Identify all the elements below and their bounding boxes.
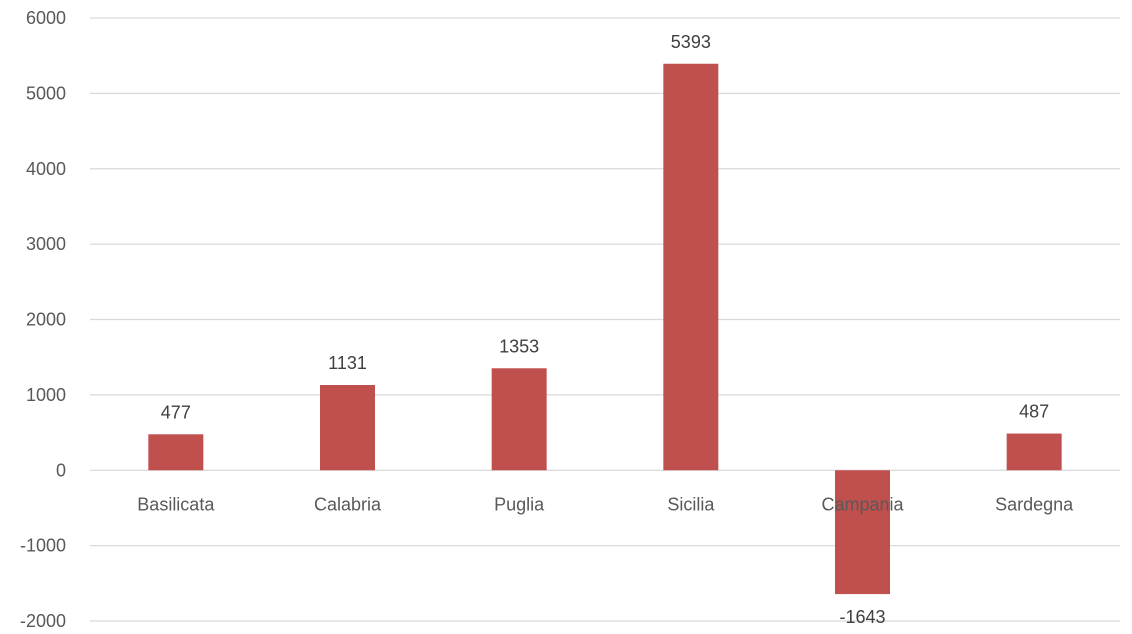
x-tick-label: Campania: [821, 494, 904, 514]
x-tick-label: Calabria: [314, 494, 382, 514]
bar-sicilia: [663, 63, 719, 471]
x-tick-label: Sicilia: [667, 494, 715, 514]
bar-calabria: [320, 385, 375, 471]
data-label: 1353: [499, 336, 539, 356]
y-tick-label: 2000: [26, 310, 66, 330]
y-tick-label: 3000: [26, 234, 66, 254]
data-label: 477: [161, 402, 191, 422]
bar-sardegna: [1006, 433, 1062, 471]
x-tick-label: Puglia: [494, 494, 545, 514]
y-tick-label: -1000: [20, 536, 66, 556]
data-label: 5393: [671, 32, 711, 52]
y-tick-label: 5000: [26, 83, 66, 103]
x-tick-label: Sardegna: [995, 494, 1074, 514]
y-tick-label: 6000: [26, 8, 66, 28]
bar-puglia: [491, 368, 547, 471]
bar-basilicata: [148, 434, 204, 471]
gridlines: [90, 17, 1120, 622]
x-axis-ticks: Basilicata Calabria Puglia Sicilia Campania S…: [137, 494, 1074, 514]
data-labels: 477 1131 1353 5393 -1643 487: [161, 32, 1049, 627]
x-tick-label: Basilicata: [137, 494, 215, 514]
data-label: -1643: [839, 607, 885, 627]
bars: [148, 63, 1062, 595]
data-label: 487: [1019, 402, 1049, 422]
y-tick-label: -2000: [20, 611, 66, 631]
data-label: 1131: [328, 353, 367, 373]
y-tick-label: 4000: [26, 159, 66, 179]
y-tick-label: 0: [56, 460, 66, 480]
y-axis-ticks: 6000 5000 4000 3000 2000 1000 0 -1000 -2000: [20, 8, 66, 631]
bar-campania: [835, 470, 890, 595]
y-tick-label: 1000: [26, 385, 66, 405]
